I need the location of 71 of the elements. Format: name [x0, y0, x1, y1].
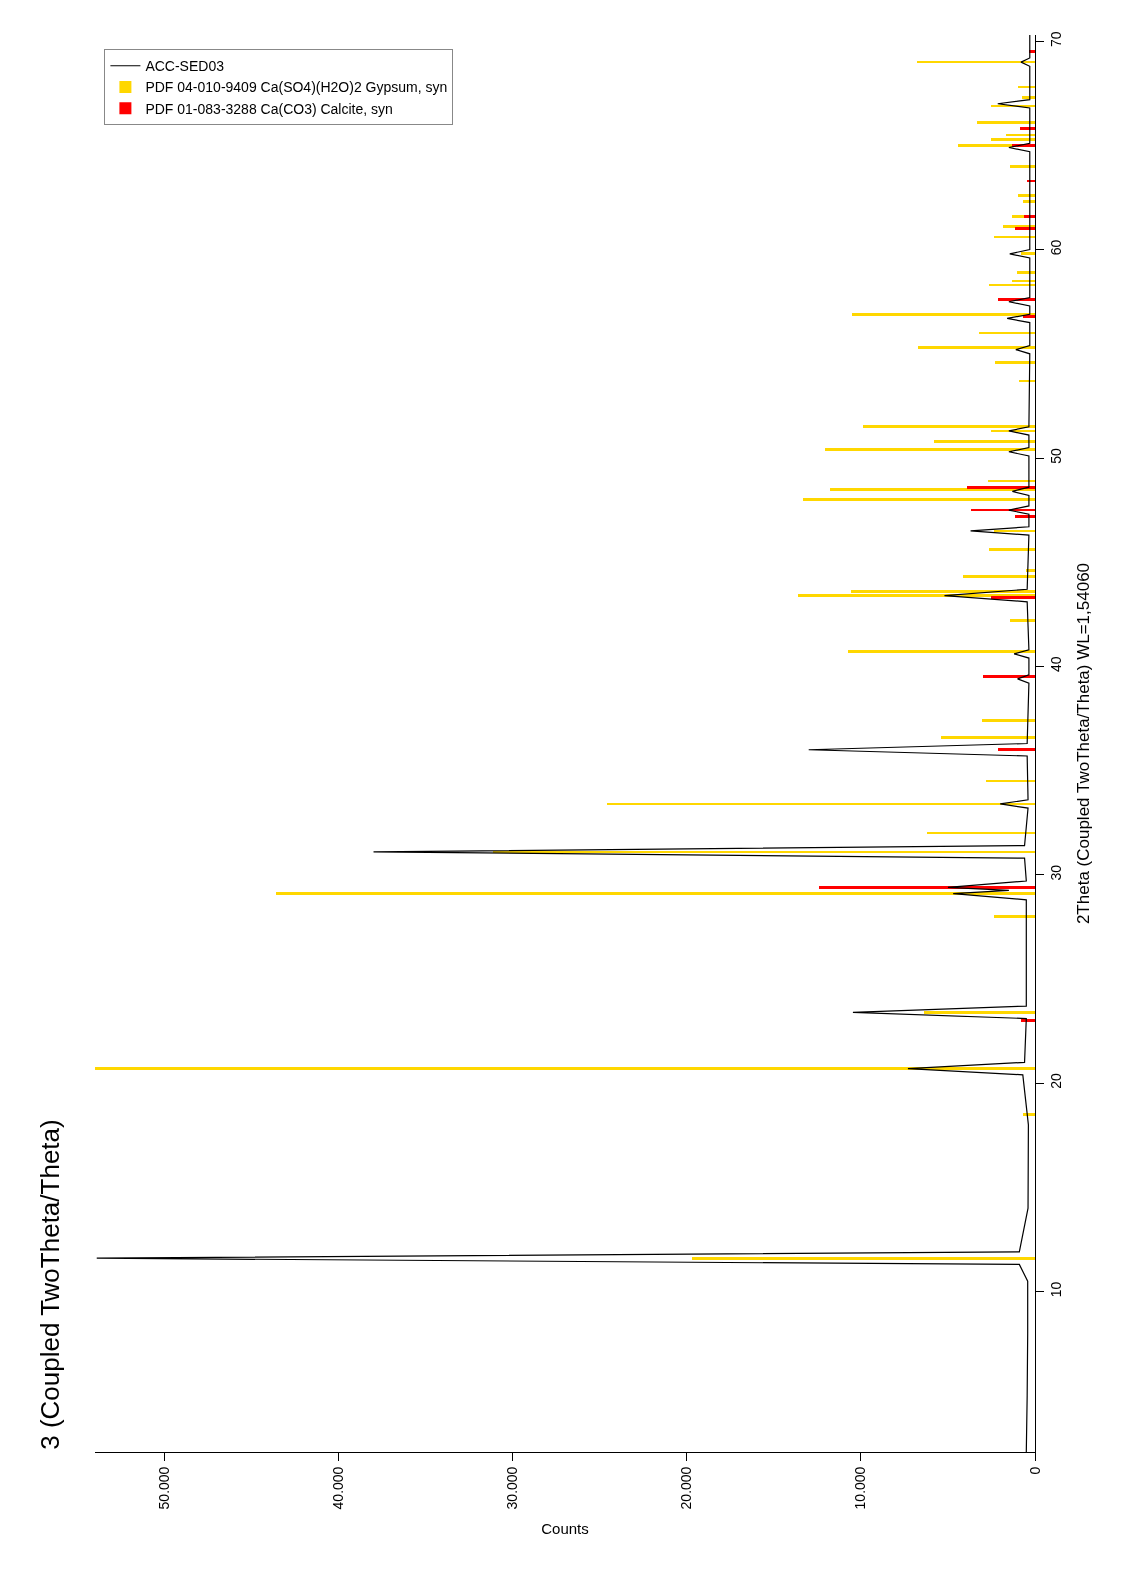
bar — [983, 675, 1035, 678]
bar — [1023, 200, 1035, 203]
bar — [1021, 252, 1035, 255]
bar — [848, 650, 1035, 653]
bar — [1024, 215, 1035, 218]
bar — [941, 736, 1035, 739]
y-tick-label: 20 — [1047, 1073, 1064, 1089]
bar — [803, 498, 1035, 501]
bar — [963, 575, 1035, 578]
bar — [863, 425, 1035, 428]
y-tick-label: 30 — [1047, 864, 1064, 881]
y-tick-label: 10 — [1047, 1281, 1064, 1298]
y-tick-label: 50 — [1047, 447, 1064, 464]
bar — [852, 313, 1035, 316]
bar — [1010, 619, 1035, 622]
bar — [994, 236, 1035, 238]
bar — [979, 332, 1035, 334]
bar — [819, 886, 1035, 889]
bar — [994, 530, 1035, 532]
bar — [986, 780, 1035, 782]
legend-label: PDF 04-010-9409 Ca(SO4)(H2O)2 Gypsum, syn — [145, 79, 448, 96]
x-tick-label: 20.000 — [678, 1466, 695, 1510]
text: 3 (Coupled TwoTheta/Theta) — [34, 1119, 65, 1450]
legend-label: PDF 01-083-3288 Ca(CO3) Calcite, syn — [145, 100, 393, 117]
bar — [825, 448, 1035, 451]
bar — [982, 719, 1035, 722]
x-axis-title: Counts — [541, 1520, 589, 1538]
bar — [493, 851, 1035, 853]
bar — [1010, 165, 1035, 168]
bar — [918, 346, 1035, 349]
bar — [692, 1257, 1035, 1260]
bar — [998, 748, 1035, 751]
bar — [95, 1067, 1035, 1070]
bar — [988, 480, 1035, 482]
x-tick-label: 0 — [1026, 1466, 1043, 1475]
x-tick-label: 30.000 — [504, 1466, 521, 1510]
bar — [276, 892, 1035, 895]
bar — [607, 803, 1035, 805]
y-tick-label: 40 — [1047, 656, 1064, 673]
bar — [995, 361, 1035, 364]
bar — [934, 440, 1035, 443]
bar — [967, 486, 1035, 489]
y-tick-label: 60 — [1047, 239, 1064, 256]
bar — [1015, 515, 1035, 518]
bar — [1022, 96, 1035, 99]
y-axis-title: 2Theta (Coupled TwoTheta/Theta) WL=1,54060 — [1074, 562, 1094, 925]
bar — [971, 509, 1035, 511]
bar — [927, 832, 1035, 834]
x-tick-label: 40.000 — [330, 1466, 347, 1510]
bar — [1017, 271, 1035, 274]
bar — [1019, 380, 1035, 382]
bar — [1015, 227, 1035, 230]
bar — [1020, 127, 1035, 130]
y-tick-label: 70 — [1047, 31, 1064, 47]
bar — [1006, 134, 1035, 136]
bar — [991, 596, 1035, 599]
x-tick-label: 10.000 — [852, 1466, 869, 1510]
bar — [991, 138, 1035, 141]
bar — [924, 1011, 1035, 1014]
bar — [994, 915, 1035, 918]
bar — [989, 548, 1035, 551]
bar — [989, 284, 1035, 286]
bar — [1018, 86, 1035, 88]
bar — [1021, 1019, 1035, 1022]
bar — [1012, 280, 1035, 282]
bar — [1023, 315, 1035, 318]
bar — [977, 121, 1035, 124]
bar — [1018, 194, 1035, 197]
bar — [917, 61, 1035, 63]
legend-label: ACC-SED03 — [145, 58, 225, 75]
x-tick-label: 50.000 — [156, 1466, 173, 1510]
